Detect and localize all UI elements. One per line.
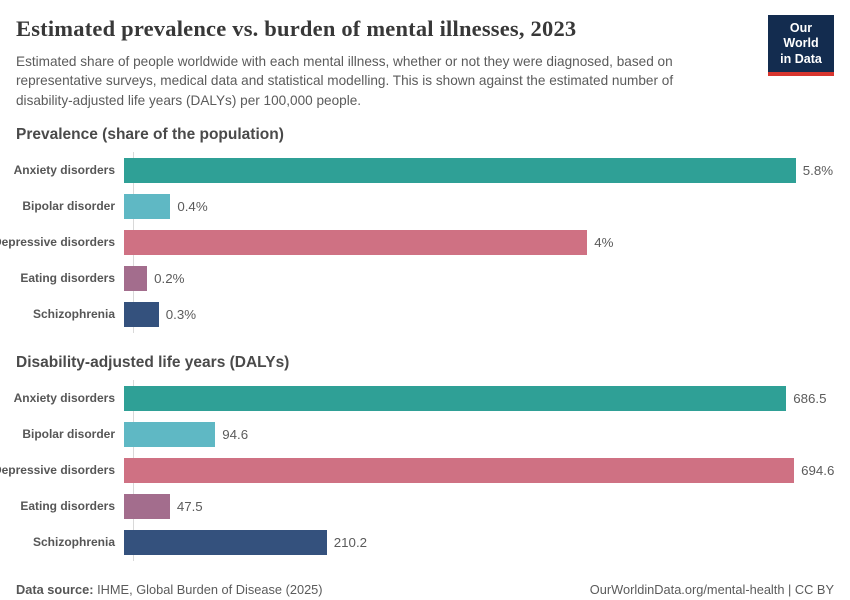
value-label: 5.8% — [802, 162, 834, 178]
category-label: Eating disorders — [20, 271, 115, 286]
category-label: Depressive disorders — [0, 463, 115, 478]
bar-row: Schizophrenia 0.3% — [16, 301, 834, 327]
bar — [124, 421, 216, 447]
bar — [124, 529, 327, 555]
bar-row: Depressive disorders 694.6 — [0, 457, 835, 483]
bar — [124, 301, 159, 327]
owid-logo-line1: Our World — [783, 21, 819, 51]
value-label: 47.5 — [176, 498, 203, 514]
bar — [124, 265, 148, 291]
bar-track: 0.3% — [124, 301, 834, 327]
bar-row: Eating disorders 0.2% — [16, 265, 834, 291]
bar-row: Anxiety disorders 686.5 — [13, 385, 834, 411]
bar-track: 4% — [124, 229, 834, 255]
category-label: Schizophrenia — [32, 535, 115, 550]
section-title-dalys: Disability-adjusted life years (DALYs) — [16, 353, 290, 371]
value-label: 0.2% — [154, 270, 185, 286]
data-source-text: IHME, Global Burden of Disease (2025) — [93, 581, 323, 597]
bar — [124, 493, 170, 519]
value-label: 4% — [594, 234, 614, 250]
footer: Data source: IHME, Global Burden of Dise… — [16, 582, 834, 597]
bar-row: Depressive disorders 4% — [0, 229, 834, 255]
chart-subtitle: Estimated share of people worldwide with… — [16, 54, 674, 108]
value-label: 0.3% — [165, 306, 197, 322]
bar-track: 0.4% — [124, 193, 834, 219]
category-label: Bipolar disorder — [22, 427, 115, 442]
data-source-label: Data source: — [16, 581, 94, 597]
bar-track: 210.2 — [124, 529, 834, 555]
value-label: 210.2 — [333, 534, 368, 550]
data-source-note: Data source: IHME, Global Burden of Dise… — [16, 582, 323, 597]
bar — [124, 193, 171, 219]
header: Estimated prevalence vs. burden of menta… — [16, 14, 834, 110]
dalys-bar-chart: Anxiety disorders 686.5 Bipolar disorder 94… — [0, 379, 835, 561]
bar — [124, 229, 588, 255]
value-label: 694.6 — [801, 462, 835, 478]
category-label: Schizophrenia — [32, 307, 115, 322]
bar-row: Bipolar disorder 94.6 — [16, 421, 834, 447]
bar-track: 94.6 — [124, 421, 834, 447]
bar — [124, 385, 787, 411]
owid-logo: Our World in Data — [768, 15, 834, 76]
value-label: 0.4% — [177, 198, 208, 214]
value-label: 94.6 — [222, 426, 249, 442]
owid-logo-line2: in Data — [780, 51, 822, 66]
owid-url-link[interactable]: OurWorldinData.org/mental-health | CC BY — [589, 581, 834, 597]
prevalence-bar-chart: Anxiety disorders 5.8% Bipolar disorder 0.4… — [0, 151, 834, 333]
section-title-prevalence: Prevalence (share of the population) — [16, 125, 284, 143]
bar-row: Eating disorders 47.5 — [16, 493, 834, 519]
value-label: 686.5 — [793, 390, 827, 406]
header-text: Estimated prevalence vs. burden of menta… — [16, 14, 722, 110]
bar-track: 0.2% — [124, 265, 834, 291]
bar — [124, 157, 796, 183]
bar-track: 686.5 — [124, 385, 834, 411]
category-label: Anxiety disorders — [13, 163, 115, 178]
bar-track: 47.5 — [124, 493, 834, 519]
page-title: Estimated prevalence vs. burden of menta… — [16, 16, 577, 41]
bar-row: Bipolar disorder 0.4% — [16, 193, 834, 219]
bar-row: Anxiety disorders 5.8% — [13, 157, 834, 183]
category-label: Bipolar disorder — [22, 199, 115, 214]
bar-track: 694.6 — [124, 457, 835, 483]
category-label: Anxiety disorders — [13, 391, 115, 406]
bar-track: 5.8% — [124, 157, 834, 183]
bar-row: Schizophrenia 210.2 — [16, 529, 834, 555]
bar — [124, 457, 795, 483]
category-label: Depressive disorders — [0, 235, 115, 250]
category-label: Eating disorders — [20, 499, 115, 514]
